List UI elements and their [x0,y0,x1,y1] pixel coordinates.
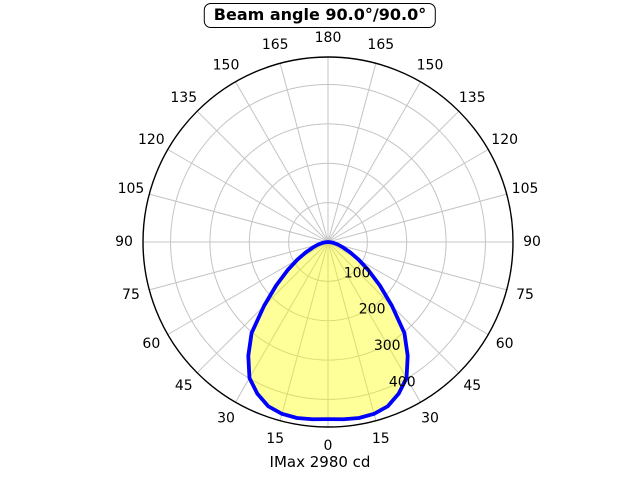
angle-tick-label: 135 [170,90,197,106]
angle-tick-label: 120 [138,132,165,148]
r-tick-label: 400 [389,374,416,390]
polar-grid-circle [209,123,447,361]
beam-intensity-curve [246,240,410,422]
polar-grid-circle [170,84,486,400]
polar-grid-ray [327,110,460,243]
angle-tick-label: 30 [217,411,235,427]
imax-value-label: IMax 2980 cd [269,453,371,471]
angle-tick-label: 60 [496,336,514,352]
angle-tick-label: 150 [213,57,240,73]
angle-tick-label: 45 [463,378,481,394]
angle-tick-label: 60 [142,336,160,352]
polar-grid-ray [327,81,421,243]
polar-grid-ray [167,149,329,243]
r-tick-label: 100 [344,265,371,281]
angle-tick-label: 75 [122,287,140,303]
angle-tick-label: 90 [523,234,541,250]
page-title: Beam angle 90.0°/90.0° [203,3,437,28]
polar-grid-ray [279,241,329,421]
angle-tick-label: 15 [266,431,284,447]
polar-grid-ray [279,63,329,243]
polar-grid-ray [327,63,377,243]
angle-tick-label: 0 [324,438,333,454]
angle-tick-label: 165 [262,37,289,53]
angle-tick-label: 90 [115,234,133,250]
polar-grid-ray [149,241,329,291]
angle-tick-label: 180 [315,30,342,46]
angle-tick-label: 45 [175,378,193,394]
polar-grid-ray [327,241,377,421]
angle-tick-label: 105 [512,181,539,197]
angle-tick-label: 105 [118,181,145,197]
angle-tick-label: 15 [372,431,390,447]
angle-tick-label: 75 [516,287,534,303]
polar-grid-circle [288,202,368,282]
polar-grid-ray [327,193,507,243]
polar-grid-ray [327,241,507,291]
polar-outer-circle [142,56,514,428]
angle-tick-label: 30 [421,411,439,427]
angle-tick-label: 150 [417,57,444,73]
polar-grid-circle [248,162,408,322]
polar-grid-ray [327,149,489,243]
angle-tick-label: 135 [459,90,486,106]
polar-grid-ray [149,193,329,243]
r-tick-label: 200 [359,302,386,318]
angle-tick-label: 120 [491,132,518,148]
polar-grid-ray [235,81,329,243]
angle-tick-label: 165 [367,37,394,53]
polar-grid-ray [196,110,329,243]
r-tick-label: 300 [374,338,401,354]
